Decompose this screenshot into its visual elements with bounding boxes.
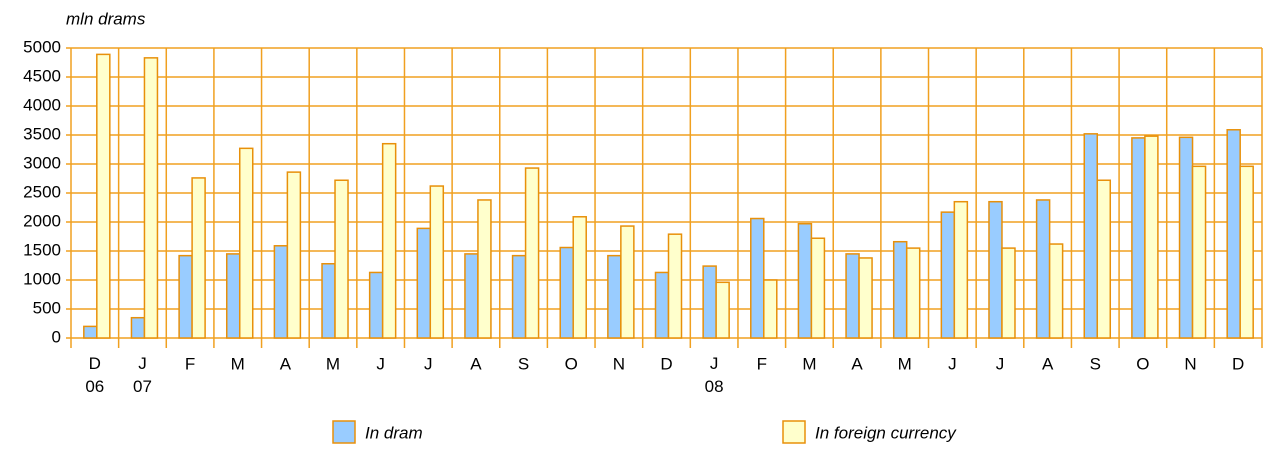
y-tick-label: 3500 (23, 124, 61, 143)
bar (1239, 165, 1254, 339)
y-tick-label: 0 (52, 327, 61, 346)
legend-label: In dram (365, 423, 423, 442)
x-tick-label: J (376, 354, 385, 373)
bar (273, 245, 289, 339)
x-tick-label: F (757, 354, 767, 373)
x-tick-label: M (898, 354, 912, 373)
bar (416, 227, 432, 339)
x-tick-label: S (518, 354, 529, 373)
bar (381, 142, 397, 339)
x-tick-label: N (613, 354, 625, 373)
x-tick-label: J (424, 354, 433, 373)
bar (620, 225, 635, 339)
bar (845, 253, 860, 339)
bar (810, 237, 826, 339)
legend-swatch (332, 420, 356, 444)
y-tick-label: 5000 (23, 37, 61, 56)
y-tick-label: 2500 (23, 182, 61, 201)
bar (607, 254, 622, 339)
x-tick-label: S (1090, 354, 1101, 373)
bar (715, 281, 730, 339)
bar (1001, 247, 1016, 339)
bar (225, 253, 241, 339)
y-axis-label: mln drams (66, 9, 146, 28)
bar (191, 177, 206, 339)
x-tick-label: N (1184, 354, 1196, 373)
bar (905, 247, 921, 339)
y-tick-label: 4000 (23, 95, 61, 114)
x-tick-label: J (948, 354, 957, 373)
x-tick-label: J 08 (705, 354, 724, 396)
bar (559, 246, 574, 339)
bar (524, 167, 540, 339)
bar (511, 254, 527, 339)
x-tick-label: M (802, 354, 816, 373)
bar (1096, 179, 1112, 339)
bar (130, 316, 146, 339)
bar (940, 211, 956, 339)
bar (1083, 133, 1099, 339)
legend-label: In foreign currency (815, 423, 957, 442)
y-tick-label: 1000 (23, 269, 61, 288)
bar (83, 325, 98, 339)
x-tick-label: J 07 (133, 354, 152, 396)
bar (1144, 135, 1159, 339)
y-tick-label: 500 (33, 298, 61, 317)
x-tick-label: O (565, 354, 578, 373)
bar (1035, 199, 1051, 339)
bar (892, 240, 908, 339)
bar (143, 57, 159, 339)
bar (797, 222, 813, 339)
x-tick-label: D (660, 354, 672, 373)
bar (1191, 165, 1207, 339)
bar (1226, 129, 1241, 339)
bar (667, 233, 683, 339)
bar (286, 171, 302, 339)
x-tick-label: M (231, 354, 245, 373)
x-tick-label: F (185, 354, 195, 373)
bar (572, 216, 587, 339)
bar (953, 200, 969, 339)
x-tick-label: O (1136, 354, 1149, 373)
bar (988, 200, 1003, 339)
x-tick-label: A (280, 354, 292, 373)
bar (1048, 243, 1064, 339)
bar (464, 253, 479, 339)
y-tick-label: 2000 (23, 211, 61, 230)
bar (1178, 136, 1194, 339)
x-tick-label: D 06 (85, 354, 104, 396)
bar (763, 279, 778, 339)
bar (654, 271, 670, 339)
bar (429, 185, 445, 339)
y-tick-label: 4500 (23, 66, 61, 85)
legend-swatch (782, 420, 806, 444)
bar (368, 271, 384, 339)
bar (334, 179, 349, 339)
x-tick-label: M (326, 354, 340, 373)
bar (178, 254, 193, 339)
bar (750, 217, 765, 339)
bar (858, 257, 873, 339)
x-tick-label: A (470, 354, 482, 373)
bar (96, 53, 111, 339)
y-tick-label: 1500 (23, 240, 61, 259)
bar (477, 199, 492, 339)
bar (1131, 137, 1146, 339)
bar (238, 147, 254, 339)
bar (321, 263, 336, 339)
x-tick-label: D (1232, 354, 1244, 373)
y-tick-label: 3000 (23, 153, 61, 172)
bar (702, 265, 717, 339)
x-tick-label: J (996, 354, 1005, 373)
x-tick-label: A (1042, 354, 1054, 373)
x-tick-label: A (851, 354, 863, 373)
